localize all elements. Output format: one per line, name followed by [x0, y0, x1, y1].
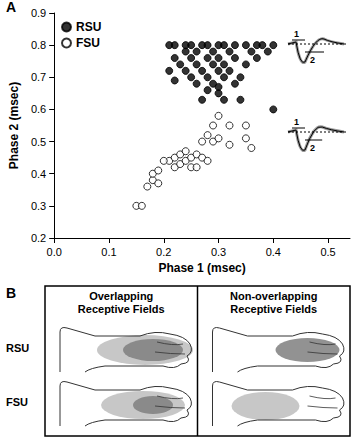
svg-text:2: 2: [310, 143, 315, 153]
svg-text:Phase 2 (msec): Phase 2 (msec): [7, 82, 21, 169]
svg-text:2: 2: [310, 55, 315, 65]
svg-text:0.5: 0.5: [31, 136, 46, 148]
svg-text:B: B: [6, 285, 16, 301]
svg-text:Receptive Fields: Receptive Fields: [78, 303, 165, 315]
svg-text:0.3: 0.3: [211, 246, 226, 258]
svg-text:0.7: 0.7: [31, 71, 46, 83]
svg-text:0.3: 0.3: [31, 200, 46, 212]
svg-text:0.4: 0.4: [31, 168, 46, 180]
svg-text:Receptive Fields: Receptive Fields: [230, 303, 317, 315]
svg-text:Phase 1 (msec): Phase 1 (msec): [158, 261, 245, 275]
svg-text:0.2: 0.2: [156, 246, 171, 258]
svg-text:Overlapping: Overlapping: [89, 290, 153, 302]
svg-text:0.4: 0.4: [266, 246, 281, 258]
svg-text:0.2: 0.2: [31, 232, 46, 244]
svg-text:FSU: FSU: [6, 396, 28, 408]
svg-text:0.0: 0.0: [47, 246, 62, 258]
svg-text:RSU: RSU: [76, 20, 101, 34]
svg-text:A: A: [6, 0, 16, 15]
svg-text:0.1: 0.1: [101, 246, 116, 258]
svg-text:1: 1: [294, 29, 299, 39]
svg-text:FSU: FSU: [76, 36, 100, 50]
svg-text:0.9: 0.9: [31, 7, 46, 19]
svg-text:Non-overlapping: Non-overlapping: [230, 290, 317, 302]
svg-text:0.6: 0.6: [31, 103, 46, 115]
svg-text:1: 1: [294, 117, 299, 127]
svg-text:0.8: 0.8: [31, 39, 46, 51]
svg-text:0.5: 0.5: [320, 246, 335, 258]
svg-text:RSU: RSU: [6, 342, 29, 354]
